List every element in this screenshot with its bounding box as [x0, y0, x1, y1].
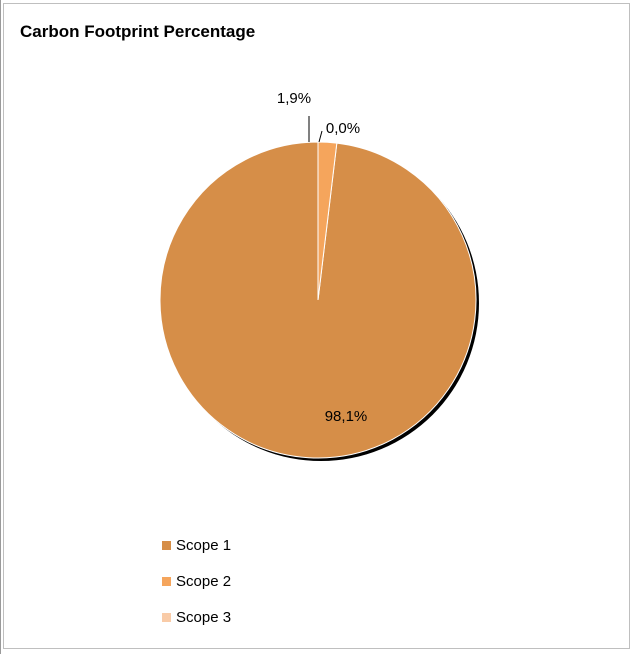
leader-line-scope-3: [318, 130, 323, 143]
legend-item-scope-2: Scope 2: [162, 563, 231, 599]
chart-legend: Scope 1 Scope 2 Scope 3: [162, 527, 231, 635]
data-label-scope-2: 1,9%: [277, 90, 311, 107]
legend-swatch: [162, 612, 171, 622]
legend-label: Scope 2: [176, 572, 232, 590]
legend-label: Scope 1: [176, 536, 232, 554]
legend-item-scope-3: Scope 3: [162, 599, 231, 635]
legend-swatch: [162, 540, 171, 550]
legend-swatch: [162, 576, 171, 586]
data-label-scope-1: 98,1%: [325, 408, 368, 425]
data-label-scope-3: 0,0%: [326, 120, 360, 137]
chart-title: Carbon Footprint Percentage: [20, 22, 256, 41]
left-edge-line: [0, 0, 1, 654]
legend-item-scope-1: Scope 1: [162, 527, 231, 563]
legend-label: Scope 3: [176, 608, 232, 626]
